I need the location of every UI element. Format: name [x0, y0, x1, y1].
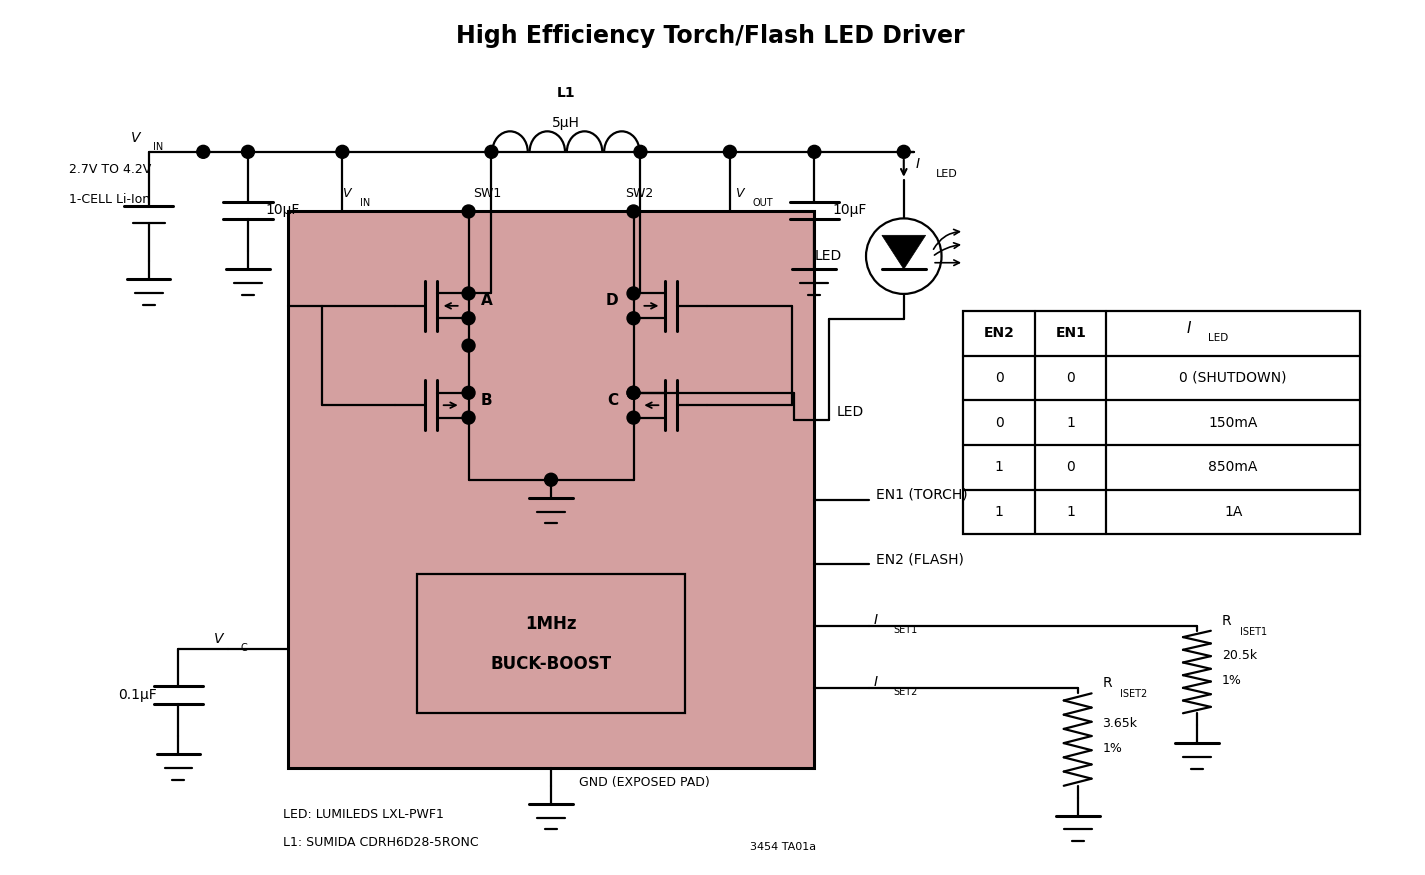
Text: EN1: EN1 [1056, 326, 1086, 340]
Circle shape [462, 340, 475, 352]
Text: R: R [1221, 614, 1231, 628]
Text: 1MHz: 1MHz [526, 615, 577, 633]
Text: EN2 (FLASH): EN2 (FLASH) [876, 552, 963, 566]
Text: 1: 1 [1066, 416, 1074, 430]
Text: LED: LUMILEDS LXL-PWF1: LED: LUMILEDS LXL-PWF1 [282, 808, 443, 821]
Text: V: V [214, 632, 224, 646]
Text: 1A: 1A [1224, 505, 1243, 519]
Circle shape [634, 145, 647, 158]
Text: LED: LED [1208, 333, 1228, 343]
Text: SW2: SW2 [626, 186, 654, 200]
Text: 3.65k: 3.65k [1103, 717, 1137, 730]
Text: 0: 0 [1066, 371, 1074, 385]
Bar [963, 311, 1359, 535]
Text: BUCK-BOOST: BUCK-BOOST [490, 654, 611, 673]
Text: IN: IN [152, 142, 162, 152]
Text: 0: 0 [995, 371, 1003, 385]
Text: 3454 TA01a: 3454 TA01a [750, 843, 817, 852]
Text: I: I [874, 612, 878, 626]
Text: 0: 0 [995, 416, 1003, 430]
Text: OUT: OUT [752, 199, 774, 208]
Bar [288, 212, 814, 768]
Text: I: I [916, 157, 919, 171]
Text: I: I [874, 676, 878, 690]
Text: 1: 1 [995, 460, 1003, 474]
Text: V: V [735, 186, 744, 200]
Polygon shape [882, 235, 926, 270]
Circle shape [462, 411, 475, 424]
Text: 2.7V TO 4.2V: 2.7V TO 4.2V [68, 164, 151, 176]
Text: R: R [1103, 676, 1112, 690]
Text: D: D [606, 293, 618, 308]
Text: ISET2: ISET2 [1120, 690, 1147, 699]
Circle shape [724, 145, 737, 158]
Text: B: B [480, 393, 492, 408]
Circle shape [898, 145, 911, 158]
Circle shape [808, 145, 821, 158]
Text: 0 (SHUTDOWN): 0 (SHUTDOWN) [1180, 371, 1287, 385]
Circle shape [627, 287, 640, 300]
Text: LED: LED [936, 169, 958, 178]
Circle shape [462, 387, 475, 399]
Text: L1: L1 [557, 86, 576, 100]
Text: SW1: SW1 [473, 186, 502, 200]
Text: A: A [480, 293, 492, 308]
Text: C: C [239, 642, 247, 653]
Text: 1%: 1% [1221, 674, 1241, 687]
Text: 0.1μF: 0.1μF [118, 689, 157, 703]
Text: EN1 (TORCH): EN1 (TORCH) [876, 487, 968, 501]
Circle shape [462, 287, 475, 300]
Circle shape [462, 312, 475, 325]
Circle shape [485, 145, 497, 158]
Text: EN2: EN2 [983, 326, 1015, 340]
Text: 10μF: 10μF [832, 204, 866, 218]
Circle shape [627, 411, 640, 424]
Text: V: V [342, 186, 351, 200]
Text: 1: 1 [1066, 505, 1074, 519]
Bar [418, 574, 685, 713]
Circle shape [241, 145, 255, 158]
Circle shape [336, 145, 349, 158]
Circle shape [627, 387, 640, 399]
Text: V: V [131, 131, 141, 145]
Text: 5μH: 5μH [551, 116, 580, 130]
Text: LED: LED [836, 405, 864, 419]
Circle shape [544, 473, 557, 487]
Text: 1-CELL Li-Ion: 1-CELL Li-Ion [68, 193, 150, 206]
Text: C: C [607, 393, 618, 408]
Text: 0: 0 [1066, 460, 1074, 474]
Text: 1: 1 [995, 505, 1003, 519]
Text: 850mA: 850mA [1208, 460, 1258, 474]
Circle shape [627, 312, 640, 325]
Text: L1: SUMIDA CDRH6D28-5RONC: L1: SUMIDA CDRH6D28-5RONC [282, 836, 479, 849]
Text: LED: LED [815, 249, 842, 263]
Circle shape [462, 205, 475, 218]
Text: GND (EXPOSED PAD): GND (EXPOSED PAD) [579, 776, 710, 789]
Text: 150mA: 150mA [1208, 416, 1258, 430]
Circle shape [627, 387, 640, 399]
Text: I: I [1186, 321, 1191, 336]
Circle shape [627, 205, 640, 218]
Text: IN: IN [361, 199, 370, 208]
Text: 10μF: 10μF [266, 204, 301, 218]
Text: 20.5k: 20.5k [1221, 649, 1257, 662]
Text: 1%: 1% [1103, 741, 1123, 754]
Text: SET1: SET1 [893, 625, 918, 634]
Text: SET2: SET2 [893, 688, 918, 697]
Text: ISET1: ISET1 [1240, 626, 1267, 637]
Circle shape [197, 145, 209, 158]
Text: High Efficiency Torch/Flash LED Driver: High Efficiency Torch/Flash LED Driver [456, 24, 965, 47]
